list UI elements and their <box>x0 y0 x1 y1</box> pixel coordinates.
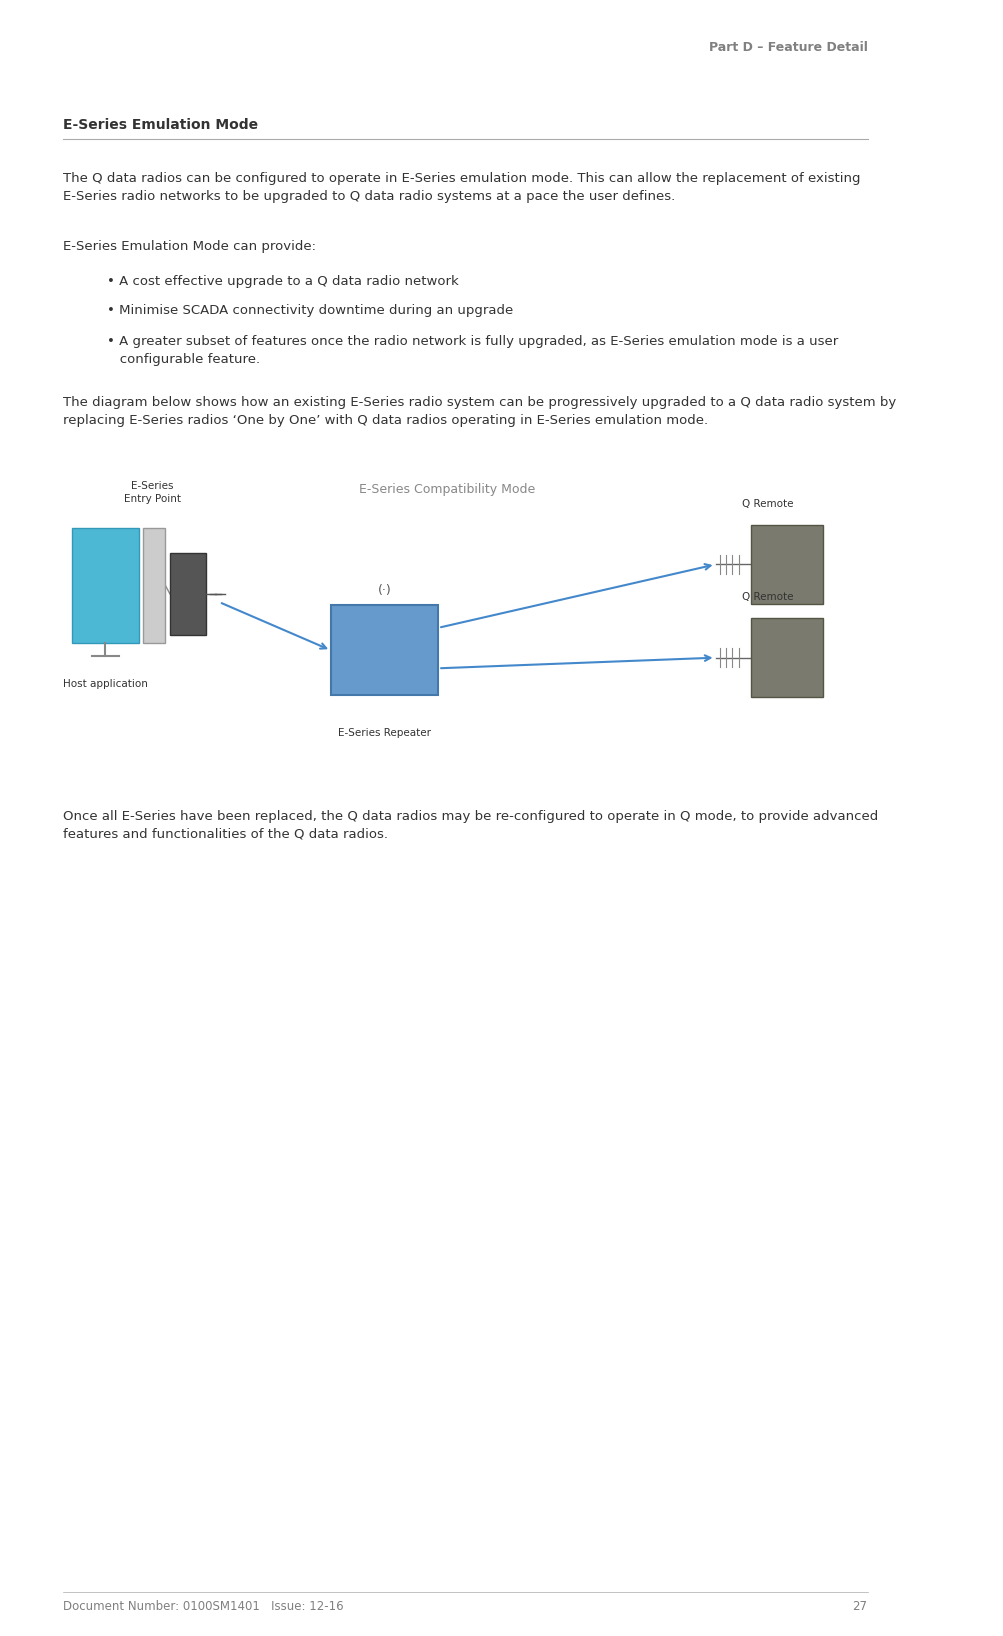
Bar <box>170 553 206 635</box>
Text: E-Series Compatibility Mode: E-Series Compatibility Mode <box>359 483 535 496</box>
FancyArrowPatch shape <box>222 604 326 648</box>
Text: (·): (·) <box>377 584 391 597</box>
Text: The Q data radios can be configured to operate in E-Series emulation mode. This : The Q data radios can be configured to o… <box>62 172 860 203</box>
Text: E-Series Emulation Mode: E-Series Emulation Mode <box>62 118 258 133</box>
Bar <box>143 528 165 643</box>
Text: The diagram below shows how an existing E-Series radio system can be progressive: The diagram below shows how an existing … <box>62 396 895 427</box>
Text: Host application: Host application <box>62 679 147 689</box>
Text: E-Series
Entry Point: E-Series Entry Point <box>123 481 181 504</box>
Text: Q Remote: Q Remote <box>741 499 793 509</box>
Text: • A cost effective upgrade to a Q data radio network: • A cost effective upgrade to a Q data r… <box>107 275 458 288</box>
Text: • A greater subset of features once the radio network is fully upgraded, as E-Se: • A greater subset of features once the … <box>107 335 838 366</box>
Text: Part D – Feature Detail: Part D – Feature Detail <box>708 41 867 54</box>
FancyArrowPatch shape <box>440 564 710 627</box>
Text: E-Series Repeater: E-Series Repeater <box>338 728 430 738</box>
Text: Once all E-Series have been replaced, the Q data radios may be re-configured to : Once all E-Series have been replaced, th… <box>62 810 877 841</box>
Text: E-Series Emulation Mode can provide:: E-Series Emulation Mode can provide: <box>62 240 315 254</box>
Text: • Minimise SCADA connectivity downtime during an upgrade: • Minimise SCADA connectivity downtime d… <box>107 304 514 317</box>
Bar <box>331 605 438 695</box>
FancyArrowPatch shape <box>440 656 710 667</box>
Bar <box>750 618 822 697</box>
Bar <box>71 528 138 643</box>
Text: Document Number: 0100SM1401   Issue: 12-16: Document Number: 0100SM1401 Issue: 12-16 <box>62 1600 343 1613</box>
Text: Q Remote: Q Remote <box>741 592 793 602</box>
Text: 27: 27 <box>852 1600 867 1613</box>
Bar <box>750 525 822 604</box>
